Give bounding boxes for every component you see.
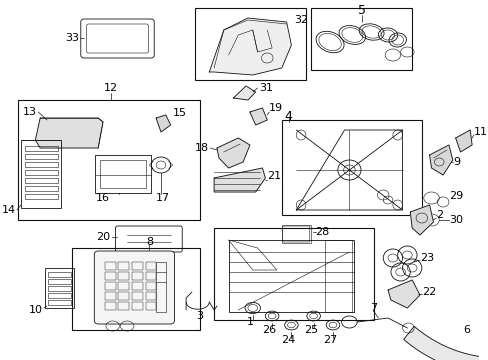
Bar (25, 170, 58, 175)
Bar (132, 272, 142, 280)
Bar (105, 272, 115, 280)
Text: 6: 6 (462, 325, 469, 335)
Text: 32: 32 (294, 15, 308, 25)
Bar (118, 282, 129, 290)
Bar (228, 240, 353, 312)
Text: 29: 29 (448, 191, 462, 201)
Bar (48, 286, 71, 291)
Text: 19: 19 (269, 103, 283, 113)
Bar (48, 300, 71, 305)
Bar (105, 262, 115, 270)
Bar (95, 155, 151, 193)
Text: 25: 25 (303, 325, 317, 335)
Bar (118, 302, 129, 310)
Text: 9: 9 (452, 157, 459, 167)
Text: 31: 31 (259, 83, 273, 93)
Bar (281, 120, 421, 215)
Bar (18, 100, 199, 220)
Text: 26: 26 (262, 325, 276, 335)
Text: 18: 18 (195, 143, 209, 153)
Bar (281, 225, 310, 243)
Text: 13: 13 (23, 107, 37, 117)
Bar (45, 268, 74, 308)
Bar (48, 279, 71, 284)
Bar (48, 272, 71, 277)
Bar (145, 262, 156, 270)
FancyBboxPatch shape (94, 251, 174, 324)
Text: 3: 3 (196, 311, 203, 321)
Text: 2: 2 (435, 210, 443, 220)
Bar (214, 228, 373, 320)
Text: 5: 5 (357, 4, 365, 17)
Bar (25, 154, 58, 159)
Polygon shape (403, 271, 488, 360)
Text: 27: 27 (322, 335, 337, 345)
Text: 23: 23 (419, 253, 433, 263)
Text: 7: 7 (369, 303, 376, 313)
Text: 1: 1 (246, 317, 253, 327)
Text: 11: 11 (473, 127, 487, 137)
Bar (25, 162, 58, 167)
Text: 30: 30 (448, 215, 462, 225)
Polygon shape (387, 280, 419, 308)
Bar (325, 240, 351, 312)
Text: 14: 14 (2, 205, 16, 215)
Bar (132, 282, 142, 290)
Text: 12: 12 (103, 83, 118, 93)
Text: 33: 33 (65, 33, 79, 43)
Bar (118, 292, 129, 300)
Bar (25, 194, 58, 199)
Polygon shape (217, 138, 249, 168)
Bar (145, 272, 156, 280)
Bar (105, 282, 115, 290)
Text: 4: 4 (284, 109, 292, 122)
Bar (145, 302, 156, 310)
Bar (194, 8, 305, 80)
Polygon shape (209, 18, 291, 75)
Bar (25, 178, 58, 183)
Polygon shape (455, 130, 471, 152)
Polygon shape (156, 115, 170, 132)
Text: 28: 28 (315, 227, 329, 237)
Bar (100, 160, 146, 188)
Bar (310, 8, 411, 70)
Bar (48, 293, 71, 298)
Bar (132, 292, 142, 300)
Polygon shape (214, 168, 265, 192)
Bar (118, 262, 129, 270)
Text: 10: 10 (29, 305, 43, 315)
Bar (105, 302, 115, 310)
Polygon shape (233, 86, 255, 100)
Bar (25, 186, 58, 191)
Text: 21: 21 (267, 171, 281, 181)
Bar (25, 146, 58, 151)
Bar (118, 272, 129, 280)
Text: 24: 24 (281, 335, 295, 345)
Text: 15: 15 (172, 108, 186, 118)
Bar (145, 282, 156, 290)
Bar (132, 302, 142, 310)
Polygon shape (249, 108, 267, 125)
Bar (105, 292, 115, 300)
Bar (156, 262, 165, 312)
Text: 22: 22 (421, 287, 435, 297)
Bar (21, 140, 61, 208)
Polygon shape (429, 145, 452, 175)
Text: 8: 8 (145, 237, 153, 247)
Bar (132, 262, 142, 270)
Text: 20: 20 (97, 232, 110, 242)
Text: 17: 17 (156, 193, 170, 203)
Polygon shape (35, 118, 103, 148)
Text: 16: 16 (96, 193, 110, 203)
Bar (72, 248, 199, 330)
Bar (145, 292, 156, 300)
Polygon shape (409, 205, 432, 235)
